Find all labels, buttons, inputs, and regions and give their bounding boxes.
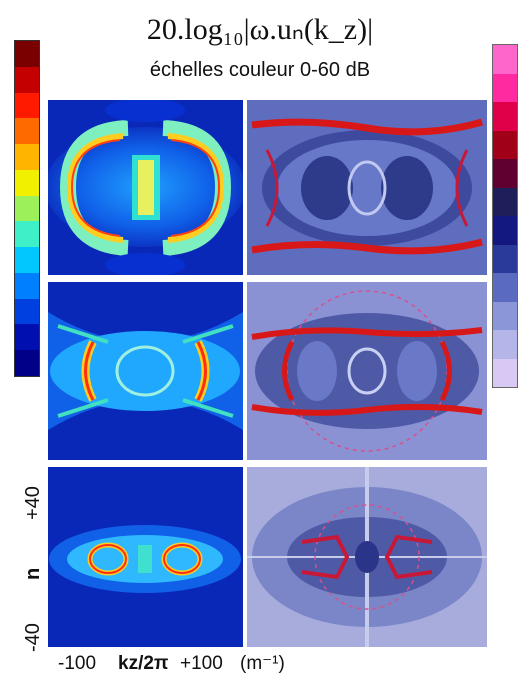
right-colorbar [492, 44, 518, 388]
figure-subtitle: échelles couleur 0-60 dB [149, 59, 371, 81]
experiment-panel-middle [247, 282, 487, 460]
colorbar-band [493, 102, 517, 131]
colorbar-band [15, 41, 39, 67]
colorbar-band [493, 187, 517, 216]
colorbar-band [15, 298, 39, 325]
colorbar-band [15, 144, 39, 170]
colorbar-band [493, 159, 517, 188]
colorbar-band [493, 45, 517, 74]
x-axis-right-label: +100 [180, 653, 223, 674]
colorbar-band [15, 66, 39, 93]
colorbar-band [15, 195, 39, 222]
colorbar-band [493, 273, 517, 302]
x-axis-left-label: -100 [58, 653, 97, 674]
x-axis-variable: kz/2π [118, 653, 169, 674]
colorbar-band [493, 216, 517, 245]
colorbar-band [15, 92, 39, 119]
simulation-panel-bottom [48, 467, 243, 647]
colorbar-band [15, 118, 39, 145]
left-colorbar [14, 40, 40, 377]
figure-title: 20.log₁₀|ω.uₙ(k_z)| [0, 12, 520, 48]
colorbar-band [15, 221, 39, 248]
y-axis-variable: n [22, 567, 44, 580]
y-axis-top-label: +40 [22, 486, 44, 520]
simulation-panel-middle [48, 282, 243, 460]
colorbar-band [15, 247, 39, 273]
colorbar-band [493, 301, 517, 330]
title-text: 20.log₁₀|ω.uₙ(k_z)| [146, 13, 374, 46]
colorbar-band [493, 330, 517, 359]
y-axis-bottom-label: -40 [22, 623, 44, 652]
colorbar-band [493, 73, 517, 102]
x-axis-unit: (m⁻¹) [240, 653, 285, 674]
experiment-panel-top [247, 100, 487, 275]
simulation-panel-top [48, 100, 243, 275]
colorbar-band [15, 324, 39, 351]
colorbar-band [15, 350, 39, 376]
colorbar-band [493, 130, 517, 159]
colorbar-band [15, 169, 39, 196]
colorbar-band [493, 244, 517, 273]
colorbar-band [15, 272, 39, 299]
colorbar-band [493, 358, 517, 387]
experiment-panel-bottom [247, 467, 487, 647]
